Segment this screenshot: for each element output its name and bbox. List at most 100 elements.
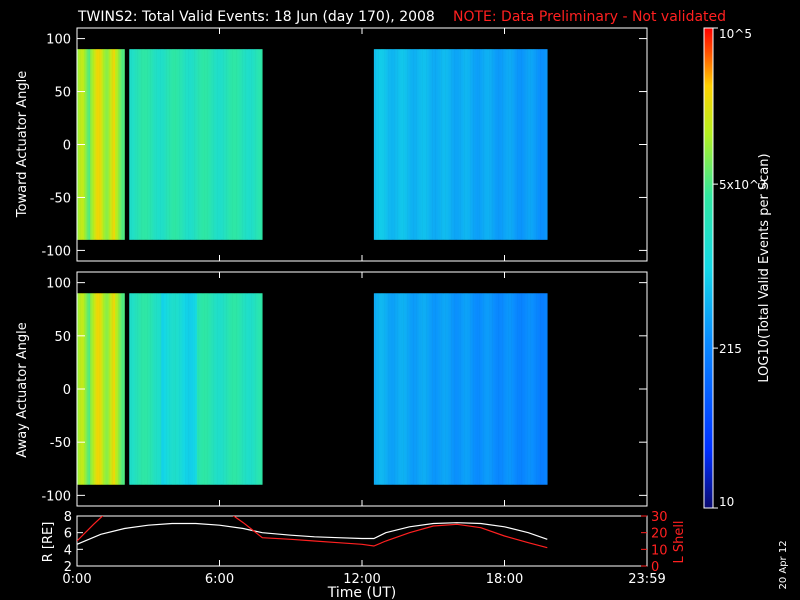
heatmap-column	[229, 49, 231, 240]
heatmap-column	[384, 293, 387, 485]
heatmap-column	[175, 293, 178, 485]
heatmap-column	[261, 293, 263, 485]
heatmap-column	[439, 49, 441, 240]
heatmap-column	[489, 49, 491, 240]
heatmap-column	[213, 49, 216, 240]
heatmap-column	[93, 293, 96, 485]
heatmap-column	[430, 49, 433, 240]
heatmap-column	[516, 49, 518, 240]
heatmap-column	[498, 293, 501, 485]
heatmap-column	[538, 49, 541, 240]
heatmap-column	[217, 49, 219, 240]
heatmap-column	[432, 49, 434, 240]
heatmap-column	[398, 49, 401, 240]
heatmap-column	[225, 293, 227, 485]
heatmap-column	[194, 49, 197, 240]
heatmap-column	[511, 293, 514, 485]
heatmap-column	[156, 293, 159, 485]
heatmap-column	[537, 49, 540, 240]
heatmap-column	[405, 293, 408, 485]
heatmap-column	[466, 293, 468, 485]
heatmap-column	[426, 49, 428, 240]
heatmap-column	[517, 293, 520, 485]
heatmap-column	[375, 49, 377, 240]
heatmap-column	[414, 293, 416, 485]
heatmap-column	[455, 293, 458, 485]
heatmap-column	[113, 293, 116, 485]
heatmap-column	[491, 293, 493, 485]
heatmap-column	[132, 49, 135, 240]
heatmap-column	[499, 293, 502, 485]
away-y-ticks: 100 50 0 -50 -100	[41, 272, 648, 506]
heatmap-column	[490, 49, 492, 240]
heatmap-column	[136, 293, 138, 485]
heatmap-column	[440, 293, 442, 485]
x-tick-label: 12:00	[343, 572, 380, 587]
heatmap-column	[509, 49, 511, 240]
away-panel: 100 50 0 -50 -100 Away Actuator Angle	[15, 271, 648, 507]
heatmap-column	[542, 293, 544, 485]
colorbar-tick-label: 5x10^3	[719, 178, 767, 192]
heatmap-column	[433, 49, 435, 240]
heatmap-column	[213, 293, 216, 485]
heatmap-column	[492, 49, 495, 240]
heatmap-column	[495, 49, 497, 240]
heatmap-column	[394, 293, 396, 485]
heatmap-column	[122, 49, 124, 240]
heatmap-column	[544, 49, 547, 240]
heatmap-column	[426, 293, 428, 485]
heatmap-column	[447, 49, 449, 240]
heatmap-column	[212, 293, 214, 485]
heatmap-column	[161, 293, 163, 485]
heatmap-column	[518, 49, 521, 240]
heatmap-column	[397, 293, 400, 485]
heatmap-column	[186, 49, 188, 240]
heatmap-column	[471, 293, 473, 485]
heatmap-column	[193, 293, 195, 485]
heatmap-column	[429, 49, 432, 240]
heatmap-column	[404, 293, 407, 485]
heatmap-column	[129, 49, 131, 240]
heatmap-column	[533, 293, 535, 485]
heatmap-column	[408, 293, 410, 485]
heatmap-column	[522, 293, 524, 485]
heatmap-column	[458, 49, 460, 240]
heatmap-column	[238, 293, 240, 485]
heatmap-column	[232, 293, 235, 485]
heatmap-column	[256, 293, 258, 485]
heatmap-column	[525, 293, 528, 485]
heatmap-column	[530, 293, 533, 485]
heatmap-column	[506, 49, 509, 240]
heatmap-column	[135, 293, 137, 485]
heatmap-column	[131, 293, 134, 485]
heatmap-column	[242, 49, 244, 240]
heatmap-column	[389, 49, 391, 240]
x-tick-label: 0:00	[62, 572, 91, 587]
heatmap-column	[182, 49, 185, 240]
heatmap-column	[403, 49, 406, 240]
heatmap-column	[98, 293, 100, 485]
heatmap-column	[101, 49, 104, 240]
heatmap-column	[145, 49, 148, 240]
r-line	[77, 522, 548, 545]
heatmap-column	[442, 49, 445, 240]
heatmap-column	[397, 49, 400, 240]
heatmap-column	[487, 49, 490, 240]
heatmap-column	[201, 293, 204, 485]
heatmap-column	[101, 293, 104, 485]
heatmap-column	[195, 293, 198, 485]
heatmap-column	[145, 293, 148, 485]
heatmap-column	[139, 49, 142, 240]
heatmap-column	[109, 293, 111, 485]
heatmap-column	[137, 49, 140, 240]
heatmap-column	[401, 49, 403, 240]
heatmap-column	[438, 293, 440, 485]
heatmap-column	[524, 49, 527, 240]
heatmap-column	[183, 293, 186, 485]
heatmap-column	[129, 293, 131, 485]
heatmap-column	[502, 293, 504, 485]
heatmap-column	[107, 293, 110, 485]
heatmap-column	[420, 49, 422, 240]
heatmap-column	[511, 49, 514, 240]
heatmap-column	[147, 293, 149, 485]
